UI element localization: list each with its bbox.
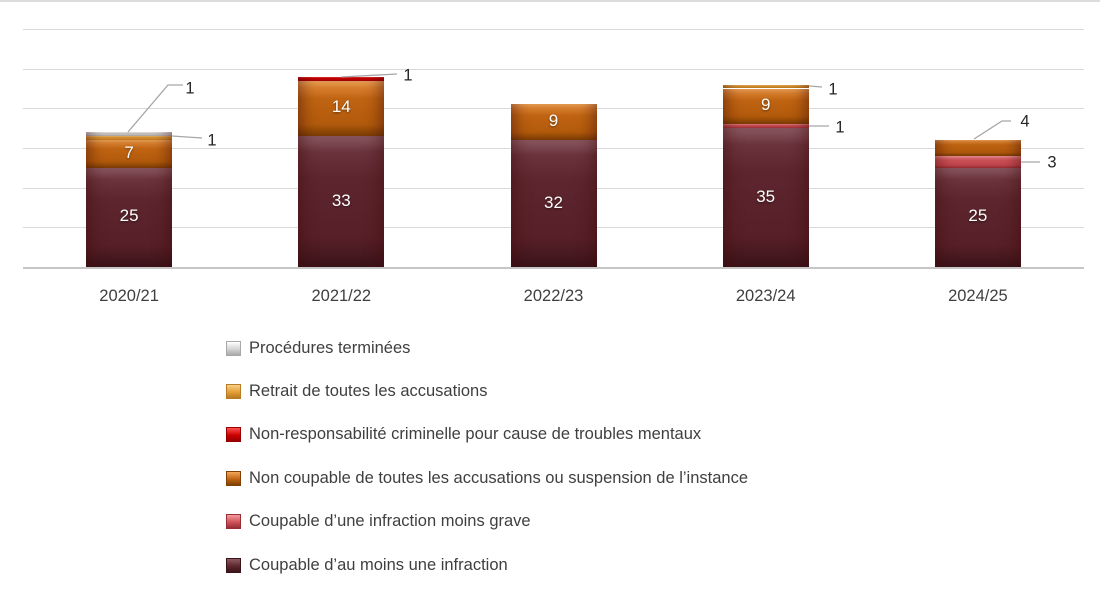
category-label: 2021/22 [311, 287, 372, 305]
bar-value-label: 9 [548, 111, 559, 131]
bar-segment: 25 [934, 167, 1021, 267]
bar-segment: 14 [298, 80, 385, 137]
legend-swatch-icon [226, 383, 241, 399]
gridline [23, 68, 1084, 70]
category-label: 2020/21 [99, 287, 159, 305]
legend-item: Retrait de toutes les accusations [226, 382, 487, 400]
bar-value-label: 9 [760, 95, 771, 115]
bar-value-label: 25 [119, 206, 139, 226]
bar-value-label: 33 [331, 190, 351, 210]
bar-segment [298, 76, 385, 81]
bar-value-label: 7 [124, 143, 134, 163]
bar-segment [86, 132, 173, 137]
legend-swatch-icon [226, 514, 241, 530]
bar-segment: 7 [86, 140, 173, 168]
bar-segment [934, 140, 1021, 156]
bar-value-label: 32 [544, 192, 563, 212]
legend-item: Procédures terminées [226, 339, 410, 357]
callout-value-label: 1 [835, 119, 844, 137]
callout-leader-line [808, 85, 823, 88]
legend-label: Non-responsabilité criminelle pour cause… [249, 425, 702, 444]
category-label: 2023/24 [735, 287, 796, 305]
bar-segment: 9 [510, 104, 597, 141]
legend-label: Procédures terminées [249, 338, 411, 357]
callout-value-label: 1 [828, 81, 837, 99]
callout-value-label: 4 [1020, 113, 1029, 131]
bar-segment: 32 [510, 140, 597, 267]
bar-segment [722, 84, 809, 89]
legend-label: Coupable d’une infraction moins grave [249, 512, 531, 531]
bar-segment: 33 [298, 136, 385, 267]
callout-leader-line [171, 135, 203, 139]
bar-value-label: 14 [331, 97, 351, 117]
callout-value-label: 1 [207, 132, 216, 150]
legend-item: Non-responsabilité criminelle pour cause… [226, 425, 702, 444]
legend-swatch-icon [226, 470, 241, 486]
legend-item: Coupable d’au moins une infraction [226, 556, 508, 574]
bar-value-label: 35 [756, 186, 776, 206]
legend-swatch-icon [226, 340, 241, 356]
callout-value-label: 1 [185, 80, 194, 98]
bar-segment [86, 136, 173, 141]
legend-swatch-icon [226, 557, 241, 573]
bar-segment: 25 [86, 167, 173, 267]
category-label: 2024/25 [948, 287, 1008, 305]
bar-segment: 9 [722, 88, 809, 125]
bar-segment [722, 124, 809, 129]
bar-segment: 35 [722, 128, 809, 267]
legend-label: Non coupable de toutes les accusations o… [249, 468, 748, 487]
legend-swatch-icon [226, 427, 241, 443]
chart-top-border [0, 0, 1100, 2]
bar-segment [934, 155, 1021, 168]
gridline [23, 29, 1084, 30]
legend-item: Coupable d’une infraction moins grave [226, 512, 531, 531]
callout-value-label: 3 [1047, 154, 1056, 172]
x-axis-line [23, 267, 1084, 269]
bar-value-label: 25 [968, 206, 988, 226]
category-label: 2022/23 [523, 287, 584, 305]
callout-leader-line [973, 120, 1011, 140]
legend-item: Non coupable de toutes les accusations o… [226, 469, 748, 487]
legend-label: Coupable d’au moins une infraction [249, 555, 508, 574]
legend-label: Retrait de toutes les accusations [249, 381, 488, 400]
